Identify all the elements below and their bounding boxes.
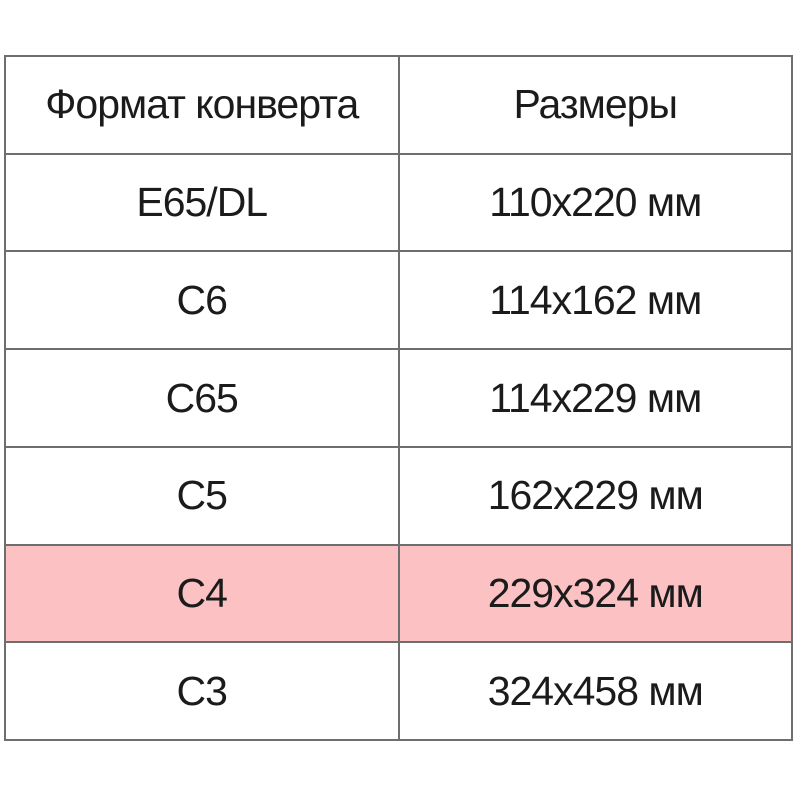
- table-row: C6 114x162 мм: [6, 252, 791, 351]
- format-cell: E65/DL: [6, 154, 400, 251]
- table-row: C65 114x229 мм: [6, 350, 791, 448]
- table-row: E65/DL 110x220 мм: [6, 154, 791, 253]
- size-cell: 229x324 мм: [399, 545, 791, 642]
- size-cell: 114x229 мм: [489, 374, 702, 421]
- format-cell: C5: [6, 447, 400, 544]
- table-header-row: Формат конверта Размеры: [6, 57, 791, 155]
- envelope-size-table: Формат конверта Размеры E65/DL 110x220 м…: [4, 55, 793, 741]
- table-row: C5 162x229 мм: [6, 447, 791, 546]
- format-cell: C65: [6, 350, 400, 446]
- size-cell: 114x162 мм: [489, 276, 702, 323]
- size-cell: 324x458 мм: [487, 667, 704, 714]
- header-size-column: Размеры: [513, 81, 678, 128]
- table-row-highlighted: C4 229x324 мм: [6, 545, 791, 644]
- size-cell: 110x220 мм: [489, 179, 702, 226]
- format-cell: C6: [6, 252, 400, 349]
- format-cell: C3: [6, 643, 400, 740]
- table-row: C3 324x458 мм: [6, 643, 791, 740]
- size-cell: 162x229 мм: [487, 472, 704, 519]
- header-format-column: Формат конверта: [6, 57, 400, 153]
- format-cell: C4: [6, 545, 400, 642]
